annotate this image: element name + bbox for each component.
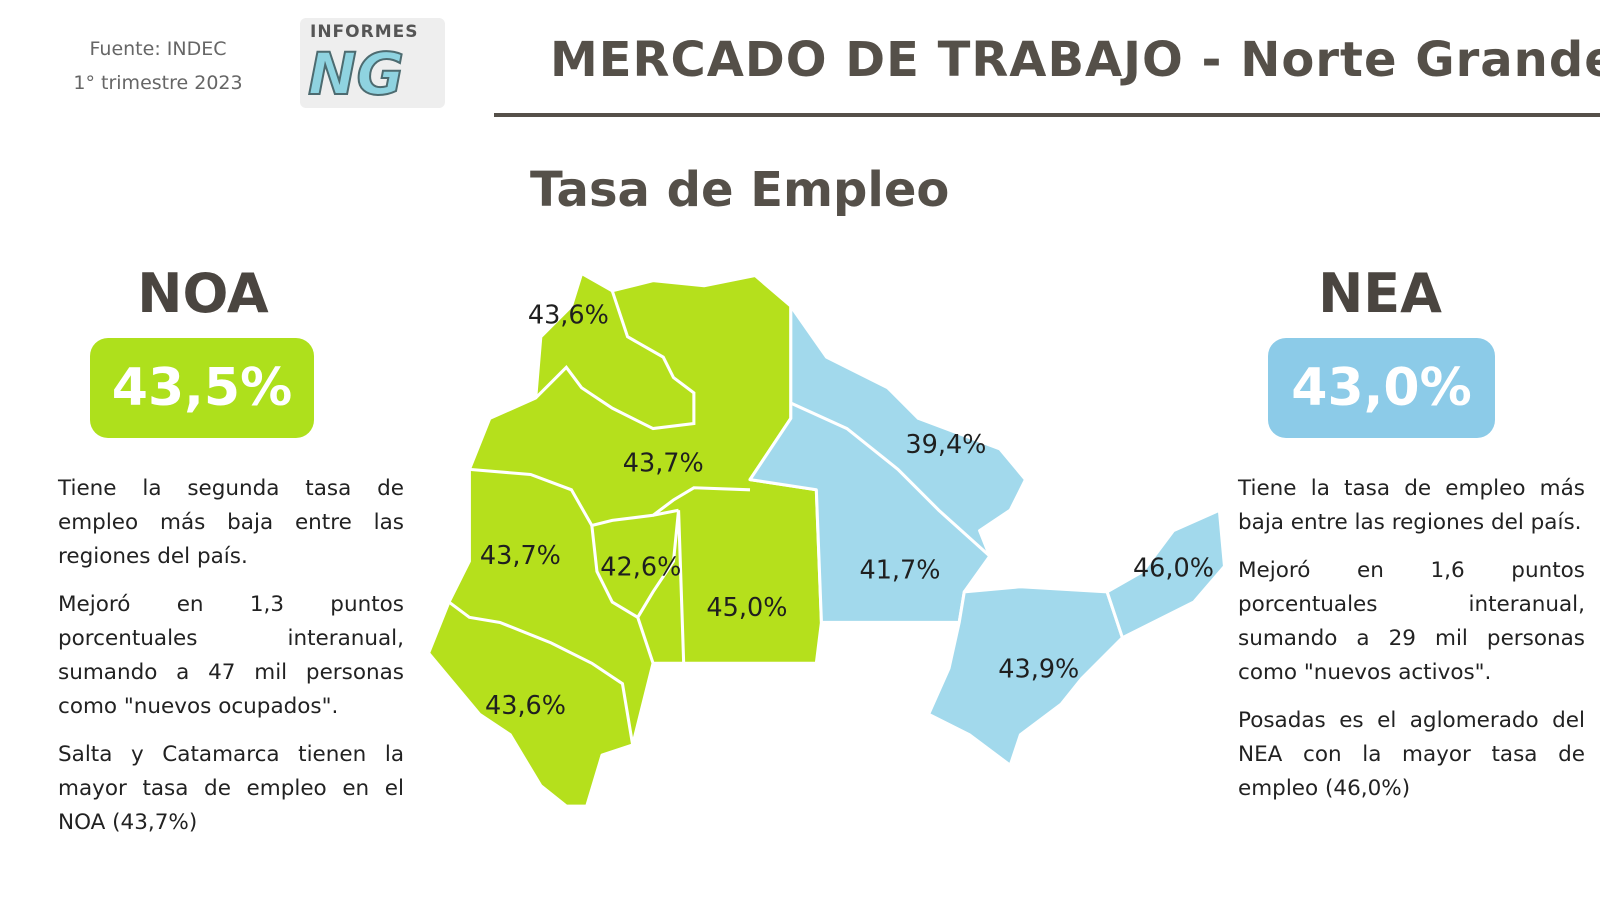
paragraph: Salta y Catamarca tienen la mayor tasa d…	[58, 742, 404, 835]
logo-text: INFORMES	[310, 22, 419, 42]
border	[448, 600, 635, 746]
map-label: 46,0%	[1133, 553, 1214, 583]
map-label: 41,7%	[859, 555, 940, 585]
noa-text: Tiene la segunda tasa de empleo más baja…	[58, 472, 404, 854]
map-label: 43,7%	[623, 448, 704, 478]
paragraph: Tiene la segunda tasa de empleo más baja…	[58, 476, 404, 569]
paragraph: Tiene la tasa de empleo más baja entre l…	[1238, 476, 1585, 535]
paragraph: Posadas es el aglomerado del NEA con la …	[1238, 708, 1585, 801]
period: 1° trimestre 2023	[73, 72, 243, 94]
logo: INFORMES NG	[300, 18, 445, 109]
map-label: 39,4%	[905, 430, 986, 460]
nea-shape	[1105, 508, 1227, 640]
logo-mark: NG	[307, 39, 405, 109]
map-label: 43,6%	[485, 691, 566, 721]
source: Fuente: INDEC	[89, 38, 227, 60]
rate: 43,5%	[111, 358, 293, 418]
map-label: 43,7%	[480, 541, 561, 571]
rate-box: 43,5%	[90, 338, 314, 438]
map-label: 42,6%	[600, 552, 681, 582]
title-rule	[494, 113, 1600, 117]
border	[790, 401, 991, 558]
region-name: NOA	[137, 262, 269, 325]
nea-shape	[748, 304, 1028, 624]
nea-text: Tiene la tasa de empleo más baja entre l…	[1238, 472, 1585, 820]
rate-box: 43,0%	[1268, 338, 1495, 438]
paragraph: Mejoró en 1,3 puntos porcentuales intera…	[58, 592, 404, 719]
border	[469, 467, 751, 528]
title: MERCADO DE TRABAJO - Norte Grande	[550, 32, 1600, 88]
map-label: 43,9%	[998, 654, 1079, 684]
region-name: NEA	[1318, 262, 1442, 325]
border	[534, 290, 696, 431]
subtitle: Tasa de Empleo	[530, 162, 950, 218]
noa-shape	[427, 271, 823, 808]
map-label: 45,0%	[706, 593, 787, 623]
paragraph: Mejoró en 1,6 puntos porcentuales intera…	[1238, 558, 1585, 685]
map-label: 43,6%	[528, 300, 609, 330]
rate: 43,0%	[1291, 358, 1472, 418]
border	[636, 616, 655, 664]
